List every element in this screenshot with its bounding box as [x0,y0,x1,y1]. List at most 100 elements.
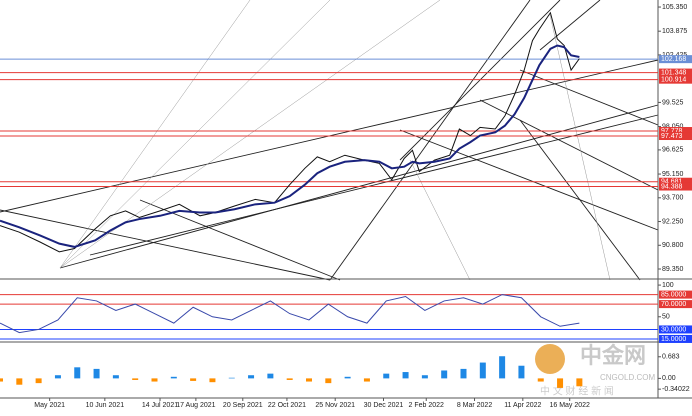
y-tick-label: 0.00 [662,375,676,382]
x-tick-label: 8 Mar 2022 [457,402,493,409]
trend-line [0,209,331,281]
bar [228,377,235,379]
bar [93,368,100,379]
x-tick-label: 25 Nov 2021 [315,402,355,409]
series-line [0,294,580,334]
watermark-logo: 中金网 [580,343,646,368]
bar [286,378,293,380]
bar [0,378,3,382]
bar [518,365,525,379]
bar [421,375,428,379]
level-label: 85.0000 [661,291,686,298]
trend-line [329,0,531,281]
bar [35,378,42,384]
level-label-bg [659,182,692,191]
fan-lines [59,0,611,281]
level-label-bg [659,290,692,299]
bar [151,378,158,382]
bar [460,368,467,379]
level-label-bg [659,127,692,136]
bar [112,375,119,379]
level-label-bg [659,132,692,141]
level-label: 100.914 [661,77,686,84]
bar [190,378,197,381]
y-tick-label: 95.150 [662,171,684,178]
bar [441,370,448,379]
x-tick-label: 16 May 2022 [549,402,590,409]
y-tick-label: 93.700 [662,195,684,202]
watermark-logo-mark [535,344,565,374]
level-label: 30.0000 [661,326,686,333]
level-label: 94.388 [661,183,683,190]
y-tick-label: 89.350 [662,266,684,273]
bar [537,378,544,382]
trend-line [519,69,659,126]
bar [402,372,409,379]
bar [576,378,583,387]
bar [54,375,61,379]
x-tick-label: 14 Jul 2021 [142,402,178,409]
x-tick-label: 2 Feb 2022 [409,402,445,409]
trend-line [399,129,659,231]
bar [267,373,274,379]
bar [557,378,564,388]
fan-line [59,0,251,269]
x-tick-label: May 2021 [34,402,65,409]
level-label-bg [659,325,692,334]
level-label: 101.348 [661,69,686,76]
x-tick-label: 17 Aug 2021 [176,402,215,409]
level-label-bg [659,300,692,309]
x-tick-label: 30 Dec 2021 [364,402,404,409]
x-tick-label: 10 Jun 2021 [86,402,125,409]
level-label: 70.0000 [661,301,686,308]
y-tick-label: 103.875 [662,28,687,35]
watermark-slogan: 中 文 财 经 新 闻 [540,385,614,398]
x-tick-label: 20 Sep 2021 [223,402,263,409]
y-tick-label: 92.250 [662,218,684,225]
trend-line [479,99,659,191]
y-tick-label: -0.34022 [662,386,690,393]
y-tick-label: 99.525 [662,99,684,106]
y-tick-label: 50 [662,314,670,321]
bar [209,378,216,383]
trend-line [89,114,659,256]
bar [248,375,255,379]
level-label-bg [659,334,692,343]
bar [325,378,332,384]
bar [170,376,177,379]
level-label: 94.681 [661,179,683,186]
series-line [0,44,580,248]
level-label: 97.473 [661,133,683,140]
bar [344,376,351,379]
x-tick-label: 11 Apr 2022 [504,402,541,409]
bar [499,356,506,379]
bar [305,378,312,382]
trend-line [539,0,601,51]
fan-line [59,0,331,269]
y-tick-label: 90.800 [662,242,684,249]
bar [479,362,486,379]
level-label-bg [659,177,692,186]
watermark: 中金网 CNGOLD.COM 中 文 财 经 新 闻 [0,11,658,398]
level-label: 102.168 [661,56,686,63]
bar [132,378,139,380]
bar [74,367,81,379]
level-label: 15.0000 [661,336,686,343]
level-label-bg [659,68,692,77]
level-label: 97.778 [661,128,683,135]
bar [383,373,390,379]
bar [16,378,23,385]
bar [363,378,370,382]
level-label-bg [659,75,692,84]
trend-line [519,119,641,281]
y-tick-label: 0.683 [662,354,680,361]
watermark-site: CNGOLD.COM [600,373,655,382]
y-tick-label: 96.625 [662,147,684,154]
x-tick-label: 22 Oct 2021 [268,402,306,409]
y-tick-label: 100 [662,282,674,289]
y-tick-label: 105.350 [662,4,687,11]
fan-line [409,159,471,281]
level-label-bg [659,55,692,64]
y-tick-label: 98.050 [662,123,684,130]
